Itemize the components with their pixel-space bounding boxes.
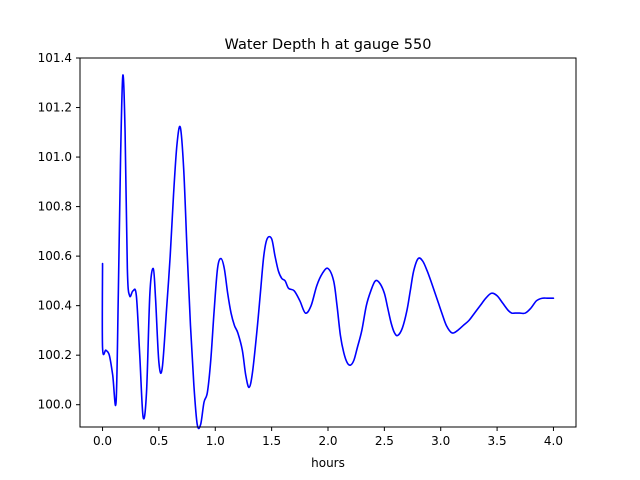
y-tick-label: 100.6 [38,249,72,263]
x-tick-label: 4.0 [544,434,563,448]
x-tick-label: 2.0 [318,434,337,448]
x-tick-label: 1.0 [206,434,225,448]
x-tick-label: 1.5 [262,434,281,448]
x-tick-label: 0.0 [93,434,112,448]
chart-title: Water Depth h at gauge 550 [225,37,432,53]
y-tick-label: 101.2 [38,101,72,115]
x-tick-label: 2.5 [375,434,394,448]
axes-frame [79,57,577,428]
y-tick-label: 100.4 [38,299,72,313]
y-tick-label: 101.0 [38,150,72,164]
x-axis-label: hours [311,456,345,470]
y-tick-label: 100.8 [38,200,72,214]
x-tick-label: 3.0 [431,434,450,448]
x-axis: 0.0 0.5 1.0 1.5 2.0 2.5 3.0 3.5 4.0 [93,427,563,448]
y-tick-label: 101.4 [38,51,72,65]
y-tick-label: 100.0 [38,398,72,412]
x-tick-label: 3.5 [488,434,507,448]
series-line [101,74,555,430]
plot-area [101,74,555,430]
x-tick-label: 0.5 [149,434,168,448]
y-tick-label: 100.2 [38,348,72,362]
y-axis: 100.0 100.2 100.4 100.6 100.8 101.0 101.2 101.4 [38,51,80,412]
